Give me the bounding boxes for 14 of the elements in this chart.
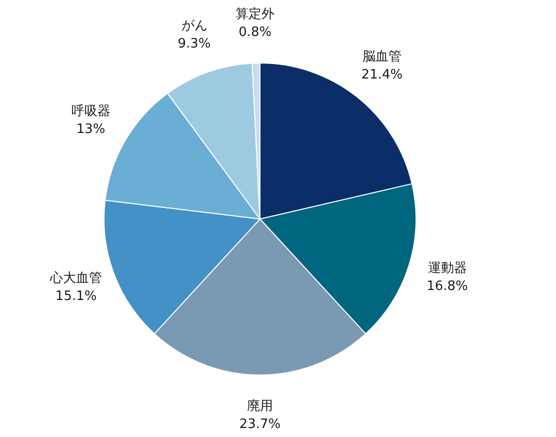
data-label: 13% <box>76 122 106 138</box>
data-label: 0.8% <box>238 25 272 40</box>
slice-label: 脳血管 <box>362 50 402 65</box>
data-label: 15.1% <box>55 288 97 304</box>
data-label: 23.7% <box>239 417 281 432</box>
slice-label: 心大血管 <box>49 270 102 286</box>
slice-label: 廃用 <box>247 399 273 414</box>
data-label: 9.3% <box>178 36 211 52</box>
slice-label: 運動器 <box>428 260 467 276</box>
data-label: 21.4% <box>361 68 403 83</box>
slice-label: がん <box>181 18 208 34</box>
data-label: 16.8% <box>426 278 468 294</box>
slice-label: 算定外 <box>236 7 275 22</box>
slice-label: 呼吸器 <box>71 104 110 120</box>
